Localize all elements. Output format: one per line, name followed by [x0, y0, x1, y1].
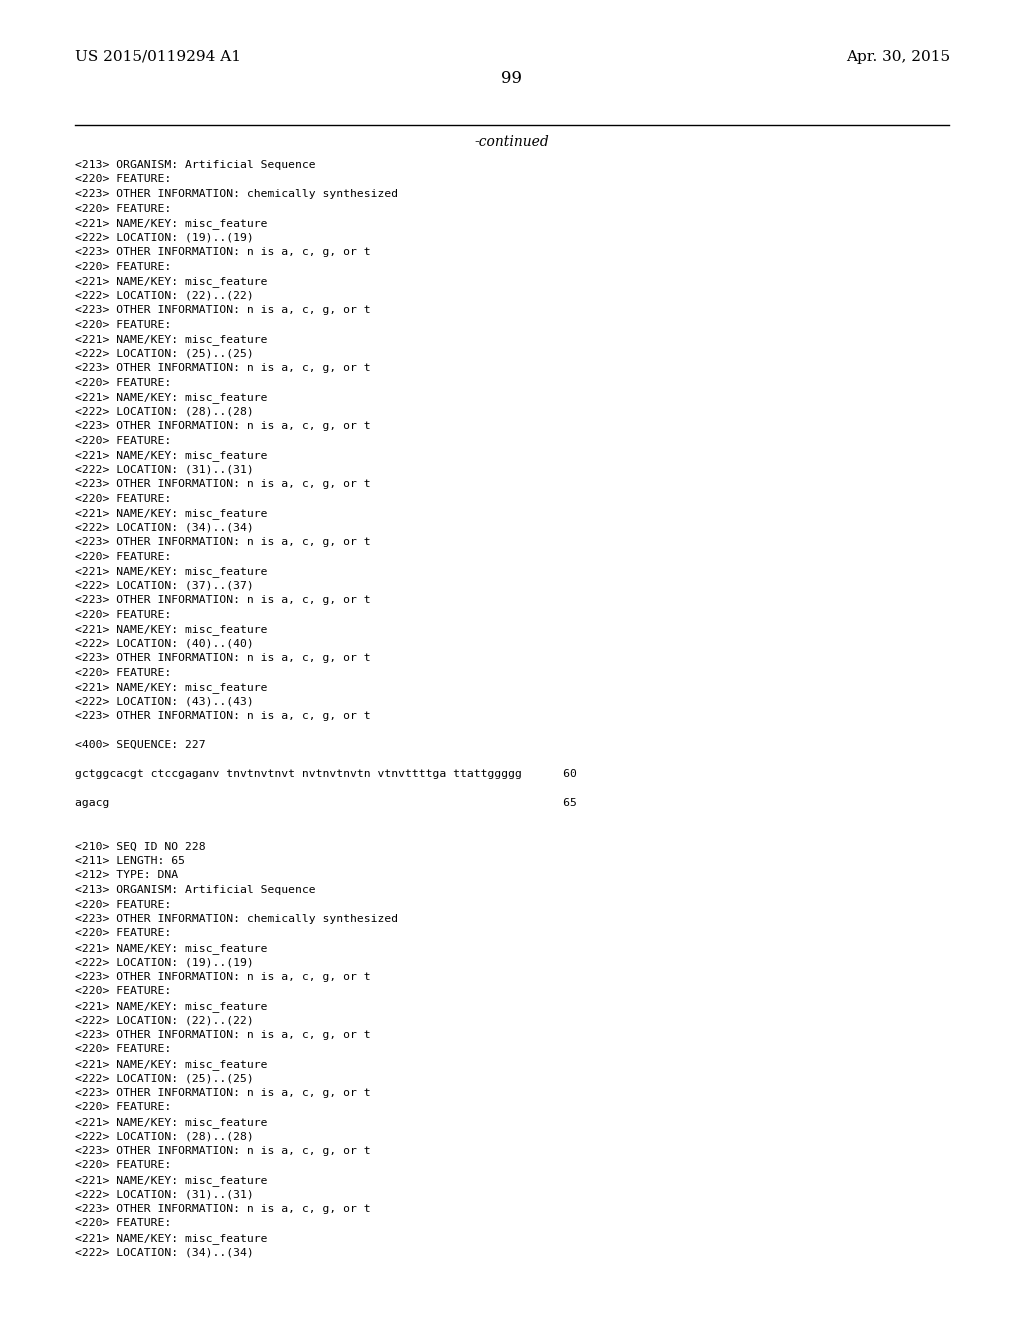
Text: <220> FEATURE:: <220> FEATURE:	[75, 319, 171, 330]
Text: <220> FEATURE:: <220> FEATURE:	[75, 378, 171, 388]
Text: <223> OTHER INFORMATION: chemically synthesized: <223> OTHER INFORMATION: chemically synt…	[75, 189, 398, 199]
Text: <222> LOCATION: (28)..(28): <222> LOCATION: (28)..(28)	[75, 1131, 254, 1142]
Text: <222> LOCATION: (43)..(43): <222> LOCATION: (43)..(43)	[75, 697, 254, 706]
Text: <220> FEATURE:: <220> FEATURE:	[75, 899, 171, 909]
Text: <222> LOCATION: (25)..(25): <222> LOCATION: (25)..(25)	[75, 1073, 254, 1084]
Text: <223> OTHER INFORMATION: n is a, c, g, or t: <223> OTHER INFORMATION: n is a, c, g, o…	[75, 711, 371, 721]
Text: <220> FEATURE:: <220> FEATURE:	[75, 986, 171, 997]
Text: <400> SEQUENCE: 227: <400> SEQUENCE: 227	[75, 741, 206, 750]
Text: <212> TYPE: DNA: <212> TYPE: DNA	[75, 870, 178, 880]
Text: <220> FEATURE:: <220> FEATURE:	[75, 203, 171, 214]
Text: 99: 99	[502, 70, 522, 87]
Text: <220> FEATURE:: <220> FEATURE:	[75, 174, 171, 185]
Text: <211> LENGTH: 65: <211> LENGTH: 65	[75, 855, 185, 866]
Text: <221> NAME/KEY: misc_feature: <221> NAME/KEY: misc_feature	[75, 334, 267, 345]
Text: <223> OTHER INFORMATION: n is a, c, g, or t: <223> OTHER INFORMATION: n is a, c, g, o…	[75, 305, 371, 315]
Text: <222> LOCATION: (31)..(31): <222> LOCATION: (31)..(31)	[75, 1189, 254, 1200]
Text: <223> OTHER INFORMATION: n is a, c, g, or t: <223> OTHER INFORMATION: n is a, c, g, o…	[75, 247, 371, 257]
Text: <222> LOCATION: (19)..(19): <222> LOCATION: (19)..(19)	[75, 957, 254, 968]
Text: <222> LOCATION: (22)..(22): <222> LOCATION: (22)..(22)	[75, 290, 254, 301]
Text: <220> FEATURE:: <220> FEATURE:	[75, 494, 171, 503]
Text: <220> FEATURE:: <220> FEATURE:	[75, 1044, 171, 1055]
Text: Apr. 30, 2015: Apr. 30, 2015	[846, 50, 950, 63]
Text: <221> NAME/KEY: misc_feature: <221> NAME/KEY: misc_feature	[75, 392, 267, 403]
Text: <221> NAME/KEY: misc_feature: <221> NAME/KEY: misc_feature	[75, 1001, 267, 1012]
Text: <220> FEATURE:: <220> FEATURE:	[75, 436, 171, 446]
Text: <223> OTHER INFORMATION: n is a, c, g, or t: <223> OTHER INFORMATION: n is a, c, g, o…	[75, 653, 371, 663]
Text: <213> ORGANISM: Artificial Sequence: <213> ORGANISM: Artificial Sequence	[75, 160, 315, 170]
Text: <223> OTHER INFORMATION: n is a, c, g, or t: <223> OTHER INFORMATION: n is a, c, g, o…	[75, 1030, 371, 1040]
Text: <220> FEATURE:: <220> FEATURE:	[75, 1218, 171, 1229]
Text: <223> OTHER INFORMATION: n is a, c, g, or t: <223> OTHER INFORMATION: n is a, c, g, o…	[75, 363, 371, 374]
Text: <223> OTHER INFORMATION: chemically synthesized: <223> OTHER INFORMATION: chemically synt…	[75, 913, 398, 924]
Text: <222> LOCATION: (22)..(22): <222> LOCATION: (22)..(22)	[75, 1015, 254, 1026]
Text: <221> NAME/KEY: misc_feature: <221> NAME/KEY: misc_feature	[75, 1175, 267, 1185]
Text: agacg                                                                  65: agacg 65	[75, 799, 577, 808]
Text: <220> FEATURE:: <220> FEATURE:	[75, 610, 171, 619]
Text: <222> LOCATION: (37)..(37): <222> LOCATION: (37)..(37)	[75, 581, 254, 590]
Text: <213> ORGANISM: Artificial Sequence: <213> ORGANISM: Artificial Sequence	[75, 884, 315, 895]
Text: <221> NAME/KEY: misc_feature: <221> NAME/KEY: misc_feature	[75, 508, 267, 519]
Text: <220> FEATURE:: <220> FEATURE:	[75, 261, 171, 272]
Text: <223> OTHER INFORMATION: n is a, c, g, or t: <223> OTHER INFORMATION: n is a, c, g, o…	[75, 595, 371, 605]
Text: <223> OTHER INFORMATION: n is a, c, g, or t: <223> OTHER INFORMATION: n is a, c, g, o…	[75, 1204, 371, 1214]
Text: <222> LOCATION: (28)..(28): <222> LOCATION: (28)..(28)	[75, 407, 254, 417]
Text: <223> OTHER INFORMATION: n is a, c, g, or t: <223> OTHER INFORMATION: n is a, c, g, o…	[75, 1146, 371, 1156]
Text: <222> LOCATION: (34)..(34): <222> LOCATION: (34)..(34)	[75, 523, 254, 532]
Text: <221> NAME/KEY: misc_feature: <221> NAME/KEY: misc_feature	[75, 942, 267, 954]
Text: <223> OTHER INFORMATION: n is a, c, g, or t: <223> OTHER INFORMATION: n is a, c, g, o…	[75, 479, 371, 488]
Text: <222> LOCATION: (40)..(40): <222> LOCATION: (40)..(40)	[75, 639, 254, 648]
Text: <223> OTHER INFORMATION: n is a, c, g, or t: <223> OTHER INFORMATION: n is a, c, g, o…	[75, 1088, 371, 1098]
Text: <220> FEATURE:: <220> FEATURE:	[75, 1102, 171, 1113]
Text: <223> OTHER INFORMATION: n is a, c, g, or t: <223> OTHER INFORMATION: n is a, c, g, o…	[75, 537, 371, 546]
Text: <222> LOCATION: (25)..(25): <222> LOCATION: (25)..(25)	[75, 348, 254, 359]
Text: <221> NAME/KEY: misc_feature: <221> NAME/KEY: misc_feature	[75, 218, 267, 228]
Text: <221> NAME/KEY: misc_feature: <221> NAME/KEY: misc_feature	[75, 1117, 267, 1127]
Text: -continued: -continued	[475, 135, 549, 149]
Text: <221> NAME/KEY: misc_feature: <221> NAME/KEY: misc_feature	[75, 1233, 267, 1243]
Text: <223> OTHER INFORMATION: n is a, c, g, or t: <223> OTHER INFORMATION: n is a, c, g, o…	[75, 972, 371, 982]
Text: <221> NAME/KEY: misc_feature: <221> NAME/KEY: misc_feature	[75, 276, 267, 286]
Text: <220> FEATURE:: <220> FEATURE:	[75, 552, 171, 561]
Text: <210> SEQ ID NO 228: <210> SEQ ID NO 228	[75, 842, 206, 851]
Text: <220> FEATURE:: <220> FEATURE:	[75, 928, 171, 939]
Text: US 2015/0119294 A1: US 2015/0119294 A1	[75, 50, 241, 63]
Text: <223> OTHER INFORMATION: n is a, c, g, or t: <223> OTHER INFORMATION: n is a, c, g, o…	[75, 421, 371, 432]
Text: <222> LOCATION: (19)..(19): <222> LOCATION: (19)..(19)	[75, 232, 254, 243]
Text: <220> FEATURE:: <220> FEATURE:	[75, 1160, 171, 1171]
Text: <221> NAME/KEY: misc_feature: <221> NAME/KEY: misc_feature	[75, 624, 267, 635]
Text: <220> FEATURE:: <220> FEATURE:	[75, 668, 171, 677]
Text: <222> LOCATION: (31)..(31): <222> LOCATION: (31)..(31)	[75, 465, 254, 474]
Text: <221> NAME/KEY: misc_feature: <221> NAME/KEY: misc_feature	[75, 566, 267, 577]
Text: <222> LOCATION: (34)..(34): <222> LOCATION: (34)..(34)	[75, 1247, 254, 1258]
Text: <221> NAME/KEY: misc_feature: <221> NAME/KEY: misc_feature	[75, 682, 267, 693]
Text: gctggcacgt ctccgaganv tnvtnvtnvt nvtnvtnvtn vtnvttttga ttattggggg      60: gctggcacgt ctccgaganv tnvtnvtnvt nvtnvtn…	[75, 770, 577, 779]
Text: <221> NAME/KEY: misc_feature: <221> NAME/KEY: misc_feature	[75, 1059, 267, 1071]
Text: <221> NAME/KEY: misc_feature: <221> NAME/KEY: misc_feature	[75, 450, 267, 461]
